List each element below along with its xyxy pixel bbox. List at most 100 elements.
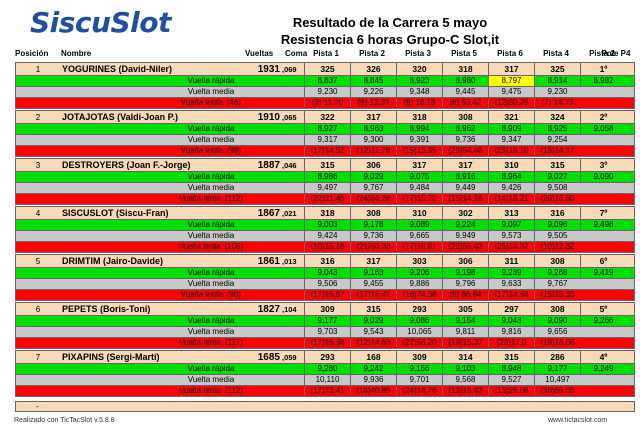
slow-lap-count: (98) — [226, 146, 242, 155]
header-track-3: Pista 3 — [405, 49, 431, 58]
slow-lap-time: (14)18,21 — [488, 194, 534, 204]
track-laps: 318 — [442, 63, 488, 75]
team-block: 6 PEPETS (Boris-Toni) 1827,104 309 315 293 305… — [15, 302, 635, 349]
team-row[interactable]: 3 DESTROYERS (Joan F.-Jorge) 1887,046 315 30… — [15, 158, 635, 172]
fast-lap-time: 9,177 — [304, 316, 350, 326]
team-position: 4 — [35, 209, 41, 218]
avg-lap-time: 9,527 — [488, 375, 534, 385]
fast-lap-time: 8,845 — [350, 76, 396, 86]
avg-lap-label: Vuelta media — [187, 375, 235, 384]
avg-lap-time: 9,736 — [442, 135, 488, 145]
fast-lap-time: 8,948 — [488, 364, 534, 374]
team-row[interactable]: 6 PEPETS (Boris-Toni) 1827,104 309 315 293 305… — [15, 302, 635, 316]
track-laps: 318 — [304, 207, 350, 219]
siscuslot-logo: SiscuSlot — [30, 4, 180, 42]
avg-lap-time: 9,665 — [396, 231, 442, 241]
fast-lap-time: 9,029 — [350, 172, 396, 182]
slow-lap-text: Vuelta lenta — [178, 242, 221, 251]
avg-lap-row: Vuelta media 9,506 9,455 9,886 9,796 9,633 9,7… — [15, 279, 635, 290]
track-laps: 322 — [304, 111, 350, 123]
team-coma: ,013 — [282, 257, 297, 266]
slow-lap-time: (29)54,46 — [442, 146, 488, 156]
avg-lap-time: 9,811 — [442, 327, 488, 337]
avg-lap-time: 9,767 — [534, 279, 580, 289]
team-row[interactable]: 4 SISCUSLOT (Siscu-Fran) 1867,021 318 308 310… — [15, 206, 635, 220]
header-track-2: Pista 2 — [359, 49, 385, 58]
slow-lap-time: (19)15,37 — [442, 338, 488, 348]
pole-position: 1º — [580, 63, 626, 75]
slow-lap-text: Vuelta lenta — [178, 338, 221, 347]
slow-lap-text: Vuelta lenta — [180, 146, 223, 155]
track-laps: 317 — [488, 63, 534, 75]
slow-lap-time: (17)16,67 — [304, 290, 350, 300]
track-laps: 286 — [534, 351, 580, 363]
fast-lap-time: 9,027 — [534, 172, 580, 182]
team-laps: 1685 — [257, 352, 280, 363]
fast-lap-time: 8,964 — [488, 172, 534, 182]
team-position: 5 — [35, 257, 41, 266]
slow-lap-row: Vuelta lenta (90) (17)16,67 (17)16,41 (16)74… — [15, 290, 635, 301]
fast-lap-time: 9,206 — [396, 268, 442, 278]
pole-fast-lap: 8,982 — [580, 76, 626, 86]
avg-lap-time: 9,506 — [304, 279, 350, 289]
fast-lap-label: Vuelta rápida — [187, 268, 235, 277]
avg-lap-label: Vuelta media — [187, 87, 235, 96]
track-laps: 305 — [442, 303, 488, 315]
slow-lap-text: Vuelta lenta — [180, 290, 223, 299]
avg-lap-time: 9,703 — [304, 327, 350, 337]
avg-lap-time: 9,936 — [350, 375, 396, 385]
track-laps: 309 — [396, 351, 442, 363]
fast-lap-label: Vuelta rápida — [187, 76, 235, 85]
team-coma: ,104 — [282, 305, 297, 314]
avg-lap-time: 9,701 — [396, 375, 442, 385]
team-laps: 1931 — [257, 64, 280, 75]
avg-lap-time: 9,347 — [488, 135, 534, 145]
track-laps: 297 — [488, 303, 534, 315]
fast-lap-row: Vuelta rápida 8,837 8,845 8,923 8,980 8,797 8,… — [15, 76, 635, 87]
fast-lap-row: Vuelta rápida 9,177 9,029 9,086 9,154 9,043 9,… — [15, 316, 635, 327]
fast-lap-time: 9,242 — [350, 364, 396, 374]
pole-position: 5º — [580, 303, 626, 315]
slow-lap-time: (17)15,72 — [396, 194, 442, 204]
fast-lap-time: 8,980 — [442, 76, 488, 86]
header-track-5: Pista 6 — [497, 49, 523, 58]
slow-lap-label: Vuelta lenta (105) — [96, 242, 326, 252]
track-laps: 316 — [534, 207, 580, 219]
team-laps: 1867 — [257, 208, 280, 219]
team-row[interactable]: 7 PIXAPINS (Sergi-Martí) 1685,059 293 168 309… — [15, 350, 635, 364]
slow-lap-time: (12)11,78 — [350, 146, 396, 156]
avg-lap-time: 9,767 — [350, 183, 396, 193]
slow-lap-time: (12)90,75 — [488, 98, 534, 108]
avg-lap-time: 9,317 — [304, 135, 350, 145]
slow-lap-text: Vuelta lenta — [180, 98, 223, 107]
team-row[interactable]: 1 YOGURINES (David-Niler) 1931,069 325 326 32… — [15, 62, 635, 76]
slow-lap-time: (23)17,0 — [488, 338, 534, 348]
fast-lap-time: 9,163 — [350, 268, 396, 278]
logo-text: SiscuSlot — [30, 6, 171, 39]
avg-lap-row: Vuelta media 10,110 9,936 9,701 9,568 9,527 10… — [15, 375, 635, 386]
header-track-6: Pista 4 — [543, 49, 569, 58]
track-laps: 315 — [304, 159, 350, 171]
fast-lap-time: 9,154 — [442, 316, 488, 326]
slow-lap-row: Vuelta lenta (112) (17)73,41 (14)40,85 (24)1… — [15, 386, 635, 397]
slow-lap-row: Vuelta lenta (98) (17)14,52 (12)11,78 (15)13… — [15, 146, 635, 157]
track-laps: 311 — [488, 255, 534, 267]
fast-lap-time: 9,224 — [442, 220, 488, 230]
slow-lap-time: (13)15,43 — [442, 386, 488, 396]
fast-lap-time: 9,086 — [396, 316, 442, 326]
slow-lap-time: (24)14,76 — [396, 386, 442, 396]
empty-row: - — [15, 401, 635, 412]
team-row[interactable]: 2 JOTAJOTAS (Valdi-Joan P.) 1910,065 322 317… — [15, 110, 635, 124]
footer-link[interactable]: www.tictacslot.com — [548, 417, 608, 424]
team-name: DRIMTIM (Jairo-Davide) — [62, 256, 164, 266]
slow-lap-count: (112) — [224, 386, 244, 395]
avg-lap-label: Vuelta media — [187, 279, 235, 288]
track-laps: 320 — [396, 63, 442, 75]
slow-lap-count: (117) — [224, 338, 244, 347]
team-row[interactable]: 5 DRIMTIM (Jairo-Davide) 1861,013 316 317 303… — [15, 254, 635, 268]
slow-lap-label: Vuelta lenta (112) — [96, 386, 326, 396]
track-laps: 308 — [442, 111, 488, 123]
slow-lap-time: (9) 16,19 — [396, 98, 442, 108]
fast-lap-time: 9,268 — [534, 268, 580, 278]
team-name: DESTROYERS (Joan F.-Jorge) — [62, 160, 191, 170]
